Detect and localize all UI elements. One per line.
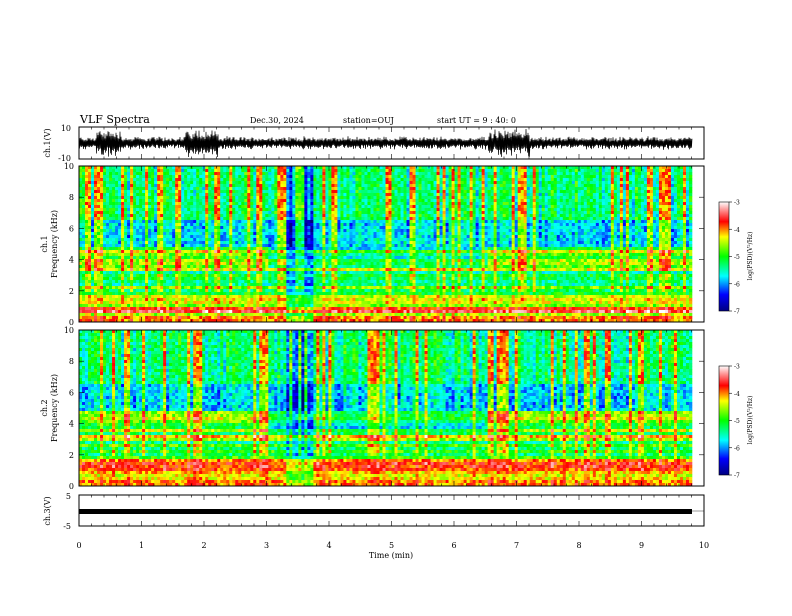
ch2-spectrogram-ylabel-channel: ch.2 <box>40 399 49 416</box>
x-tick-label: 1 <box>139 541 144 550</box>
colorbar-tick-label: -6 <box>734 281 740 288</box>
colorbar-tick-label: -3 <box>734 364 740 371</box>
freq-tick-label: 4 <box>69 420 74 429</box>
x-tick-label: 4 <box>326 541 331 550</box>
ch1-waveform-panel: 10 -10 ch.1(V) <box>43 124 704 163</box>
freq-tick-label: 4 <box>69 256 74 265</box>
ch1-colorbar-label: log(PSD)(V²/Hz) <box>747 232 754 281</box>
ch1-spectrogram-ylabel-channel: ch.1 <box>40 235 49 252</box>
colorbar-tick-label: -5 <box>734 418 740 425</box>
freq-tick-label: 8 <box>69 193 74 202</box>
colorbar-tick-label: -6 <box>734 445 740 452</box>
freq-tick-label: 8 <box>69 357 74 366</box>
x-tick-label: 3 <box>264 541 269 550</box>
ch1-waveform-ylabel: ch.1(V) <box>43 128 52 157</box>
ch1-spectrogram-ylabel-freq: Frequency (kHz) <box>50 210 59 278</box>
ch3-waveform-ylabel: ch.3(V) <box>43 496 52 525</box>
colorbar-tick-label: -4 <box>734 391 740 398</box>
ch2-spectrogram-image <box>79 330 692 486</box>
time-axis-label: Time (min) <box>369 551 413 560</box>
colorbar-tick-label: -7 <box>734 309 740 316</box>
x-tick-label: 6 <box>451 541 456 550</box>
ch1-waveform-trace <box>79 129 692 157</box>
colorbar-tick-label: -3 <box>734 200 740 207</box>
ch1-y-tick-top: 10 <box>61 124 71 133</box>
ch2-spectrogram-ylabel-freq: Frequency (kHz) <box>50 374 59 442</box>
x-tick-label: 10 <box>699 541 709 550</box>
start-time-label: start UT = 9 : 40: 0 <box>437 116 516 125</box>
ch2-colorbar-label: log(PSD)(V²/Hz) <box>747 396 754 445</box>
colorbar-tick-label: -4 <box>734 227 740 234</box>
ch1-spectrogram-image <box>79 166 692 322</box>
ch3-y-tick-bottom: -5 <box>63 522 71 531</box>
ch2-colorbar: -3 -4 -5 -6 -7 log(PSD)(V²/Hz) <box>719 364 754 480</box>
x-tick-label: 7 <box>514 541 519 550</box>
ch3-waveform-panel: 5 -5 ch.3(V) <box>43 492 704 531</box>
ch1-colorbar: -3 -4 -5 -6 -7 log(PSD)(V²/Hz) <box>719 200 754 316</box>
freq-tick-label: 10 <box>64 162 74 171</box>
x-tick-label: 9 <box>639 541 644 550</box>
x-tick-label: 5 <box>389 541 394 550</box>
freq-tick-label: 2 <box>69 451 74 460</box>
x-tick-label: 0 <box>76 541 81 550</box>
freq-tick-label: 6 <box>69 388 74 397</box>
freq-tick-label: 0 <box>69 482 74 491</box>
freq-tick-label: 2 <box>69 287 74 296</box>
freq-tick-label: 6 <box>69 224 74 233</box>
colorbar-tick-label: -5 <box>734 254 740 261</box>
x-tick-label: 2 <box>201 541 206 550</box>
colorbar-tick-label: -7 <box>734 473 740 480</box>
station-label: station=OUJ <box>343 116 394 125</box>
ch2-spectrogram-panel: 10 8 6 4 2 0 ch.2 Frequency (kHz) <box>40 326 704 491</box>
x-tick-label: 8 <box>576 541 581 550</box>
ch3-y-tick-top: 5 <box>66 492 71 501</box>
time-axis-tick-labels: 0 1 2 3 4 5 6 7 8 9 10 <box>76 541 709 550</box>
figure-title: VLF Spectra <box>79 113 150 126</box>
date-label: Dec.30, 2024 <box>250 116 304 125</box>
freq-tick-label: 10 <box>64 326 74 335</box>
ch3-waveform-trace <box>79 509 692 514</box>
